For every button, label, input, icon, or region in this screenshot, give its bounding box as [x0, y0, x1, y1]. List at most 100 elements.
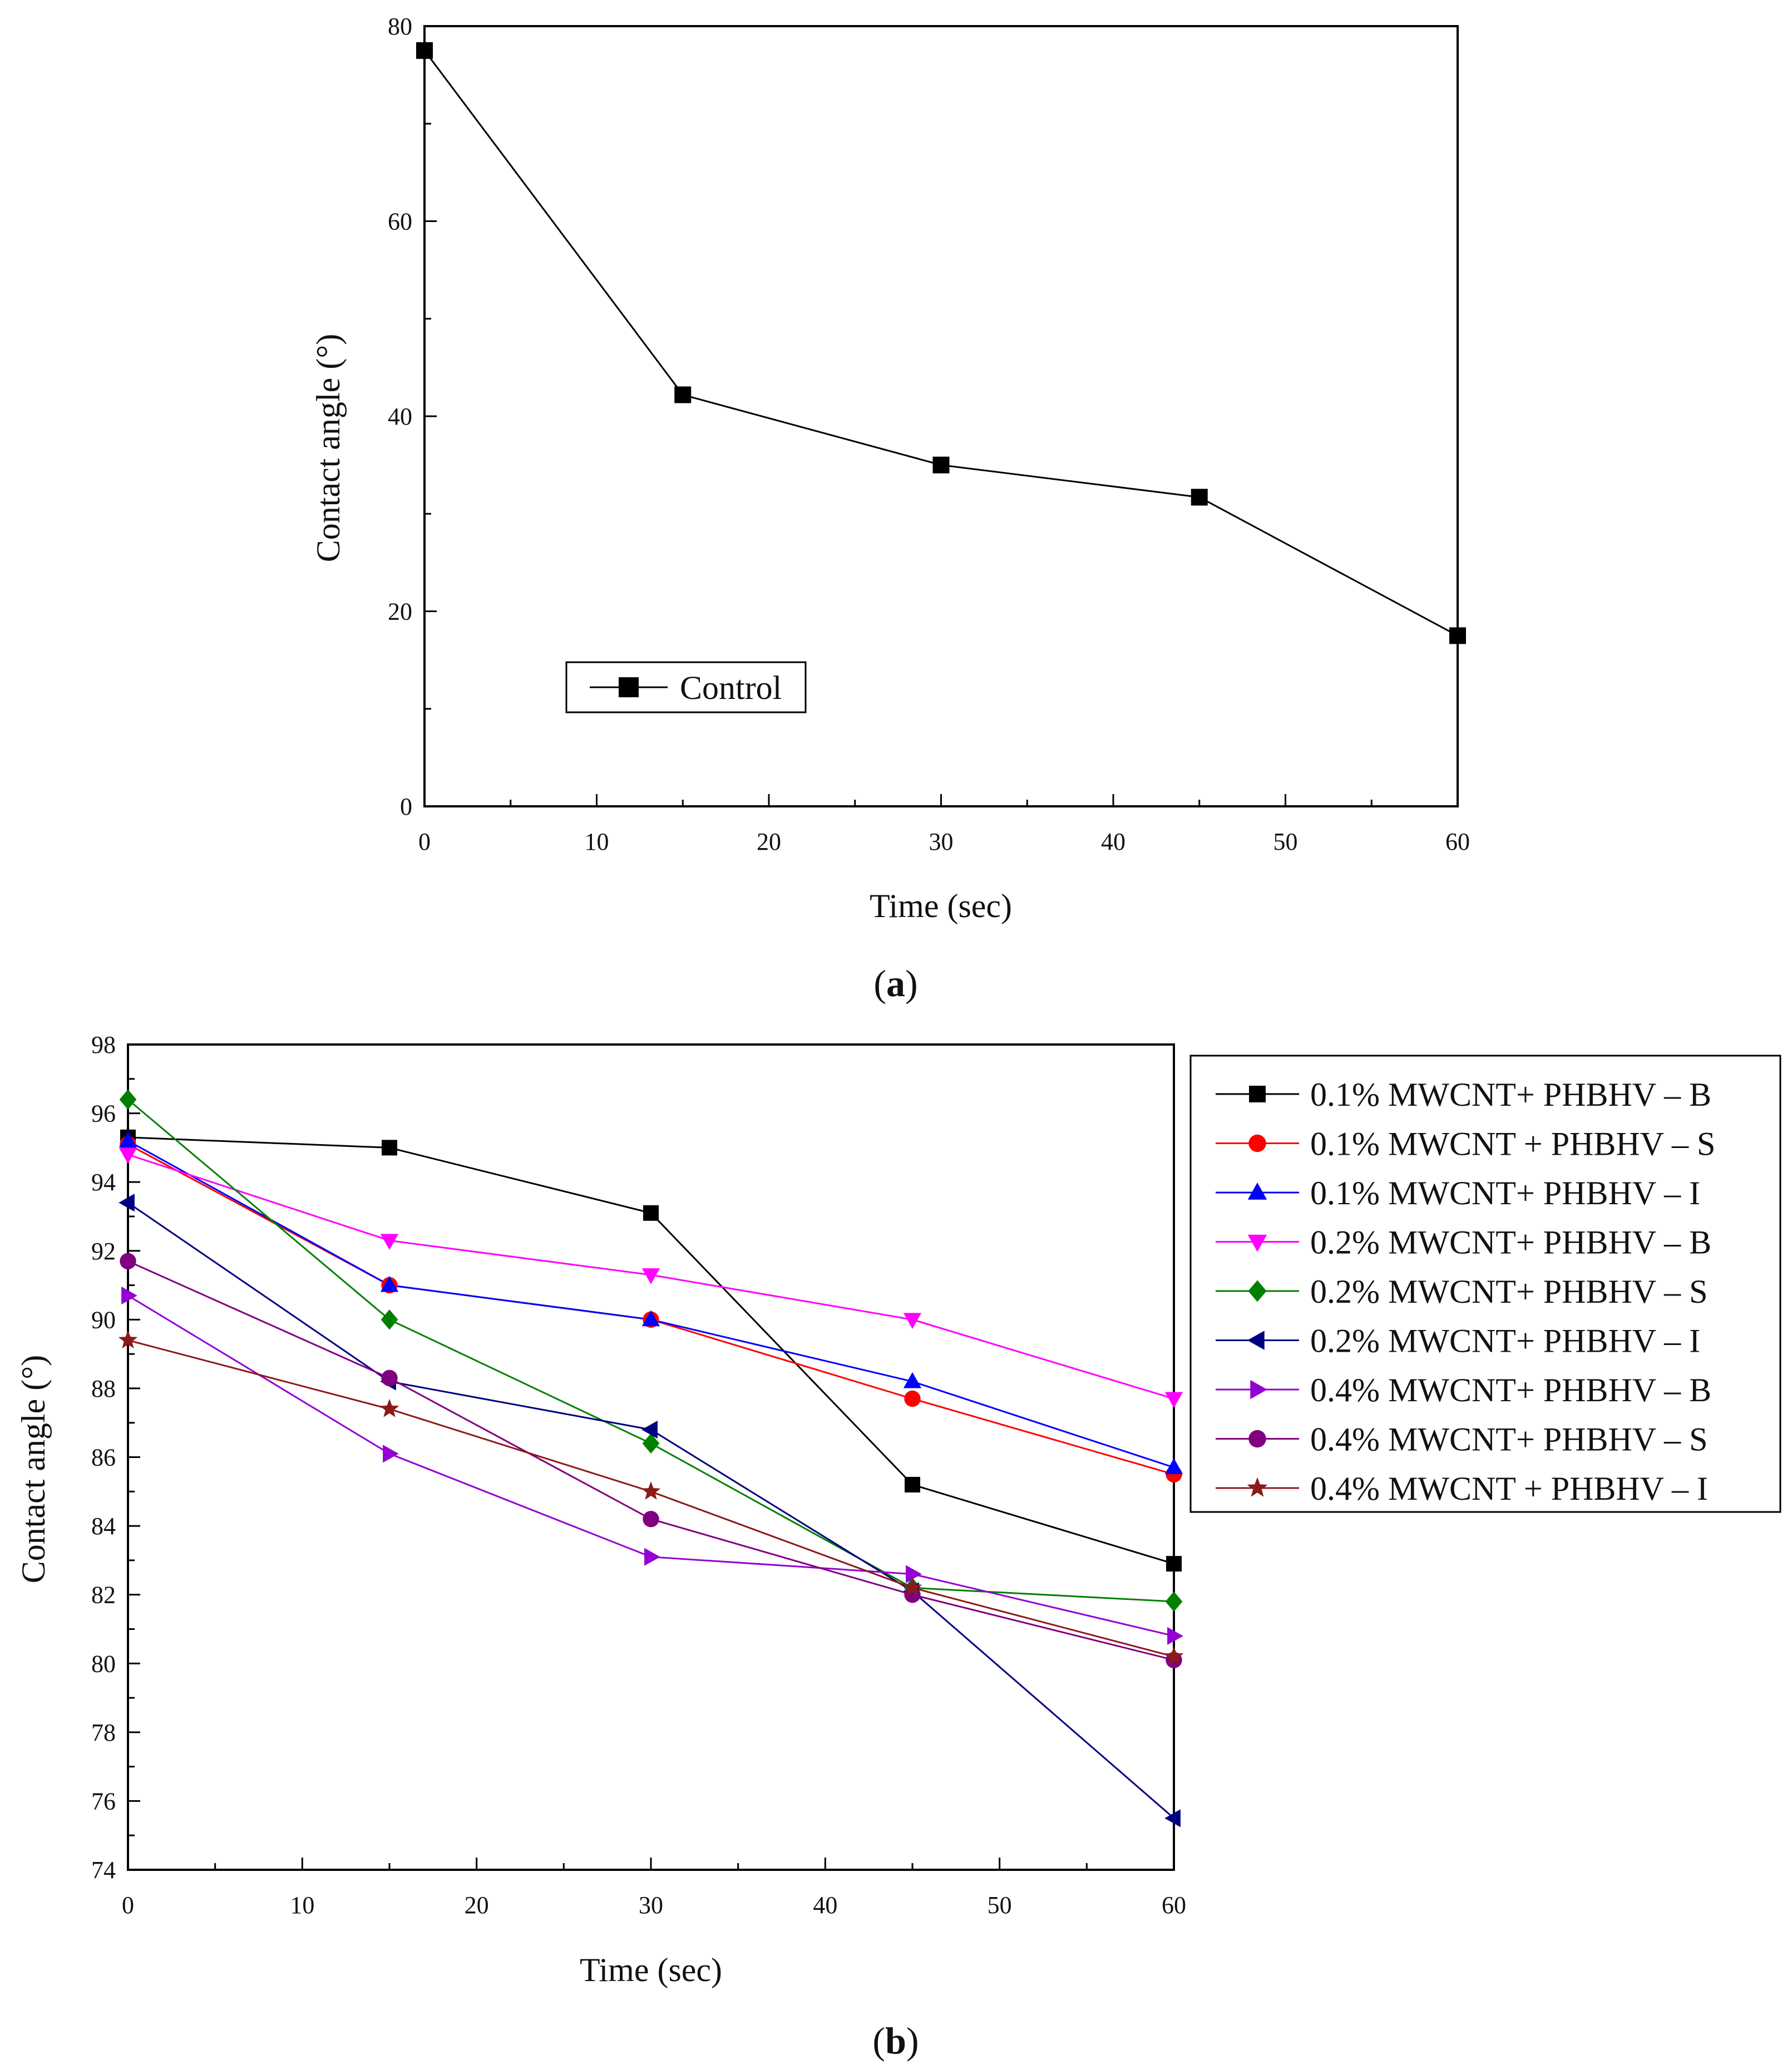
chart-a-legend: Control [565, 661, 807, 713]
legend-marker-5 [1247, 1331, 1265, 1350]
legend-label-2: 0.1% MWCNT+ PHBHV – I [1310, 1175, 1700, 1211]
legend-marker-3 [1247, 1234, 1267, 1252]
chart-b-point-s3-4 [1164, 1392, 1183, 1408]
chart-b-ytick-label: 90 [91, 1306, 116, 1333]
legend-marker-6 [1250, 1380, 1267, 1400]
chart-b: 0 10 20 30 40 50 6074767880828486889092949698 … [15, 1031, 1781, 2062]
chart-b-point-s2-2 [641, 1310, 660, 1327]
chart-a-ylabel: Contact angle (°) [310, 334, 347, 563]
legend-label-6: 0.4% MWCNT+ PHBHV – B [1310, 1372, 1711, 1408]
legend-marker-control [619, 677, 639, 697]
chart-b-ytick-label: 80 [91, 1650, 116, 1677]
chart-b-xtick-label: 20 [465, 1891, 489, 1919]
legend-marker-7 [1248, 1430, 1266, 1448]
chart-b-point-s6-0 [121, 1286, 137, 1305]
chart-b-point-s6-3 [906, 1565, 922, 1583]
chart-b-series-line-8 [127, 1339, 1174, 1658]
legend-label-1: 0.1% MWCNT + PHBHV – S [1310, 1126, 1715, 1162]
chart-b-ytick-label: 92 [91, 1238, 116, 1265]
chart-b-ylabel: Contact angle (°) [15, 1355, 52, 1584]
chart-b-legend: 0.1% MWCNT+ PHBHV – B 0.1% MWCNT + PHBHV … [1216, 1076, 1715, 1507]
chart-a-xtick-label: 20 [757, 828, 781, 855]
chart-b-point-s3-0 [119, 1147, 137, 1164]
chart-b-point-s5-4 [1164, 1809, 1181, 1827]
chart-b-point-s7-0 [120, 1253, 136, 1269]
chart-a-series-line-0 [423, 50, 1458, 637]
chart-a-markers [416, 42, 1466, 644]
chart-a-ytick-label: 80 [388, 13, 412, 40]
chart-b-point-s3-2 [641, 1268, 660, 1284]
chart-b-ytick-label: 94 [91, 1169, 116, 1196]
chart-b-frame [127, 1043, 1175, 1871]
chart-a: 0 10 20 30 40 50 60 0 20 40 60 80 Time (sec) Contac… [310, 13, 1470, 1004]
chart-a-xtick-label: 60 [1445, 828, 1470, 855]
legend-label-8: 0.4% MWCNT + PHBHV – I [1310, 1470, 1708, 1507]
chart-a-ticks: 0 10 20 30 40 50 60 0 20 40 60 80 [388, 13, 1470, 855]
legend-marker-8 [1247, 1477, 1268, 1497]
chart-b-point-s5-0 [119, 1194, 135, 1212]
chart-b-point-s3-1 [380, 1234, 399, 1250]
chart-a-xtick-label: 30 [929, 828, 954, 855]
chart-b-ytick-label: 74 [91, 1856, 116, 1884]
chart-b-xlabel: Time (sec) [580, 1952, 722, 1988]
chart-b-point-s4-1 [381, 1309, 398, 1330]
chart-b-xtick-label: 30 [639, 1891, 663, 1919]
legend-marker-0 [1249, 1086, 1266, 1102]
chart-b-point-s2-1 [380, 1275, 399, 1292]
legend-label-3: 0.2% MWCNT+ PHBHV – B [1310, 1224, 1711, 1261]
chart-b-point-s5-2 [641, 1420, 658, 1439]
chart-b-point-s4-4 [1165, 1591, 1183, 1612]
legend-label-5: 0.2% MWCNT+ PHBHV – I [1310, 1323, 1700, 1359]
chart-b-xtick-label: 40 [813, 1891, 837, 1919]
chart-b-series-line-5 [127, 1201, 1174, 1819]
chart-a-point-s0-3 [1191, 489, 1208, 506]
chart-a-lines [423, 50, 1458, 637]
chart-a-ytick-label: 40 [388, 403, 412, 430]
chart-b-ytick-label: 84 [91, 1513, 116, 1540]
chart-b-point-s3-3 [903, 1313, 922, 1329]
chart-a-xlabel: Time (sec) [870, 888, 1012, 924]
legend-marker-1 [1248, 1134, 1266, 1152]
panel-label-b: (b) [872, 2019, 919, 2062]
legend-marker-4 [1248, 1280, 1267, 1302]
chart-a-xtick-label: 40 [1101, 828, 1125, 855]
chart-b-xtick-label: 0 [122, 1891, 134, 1919]
legend-label-control: Control [680, 669, 782, 706]
chart-b-series-line-2 [127, 1140, 1174, 1469]
chart-b-point-s0-3 [905, 1476, 920, 1492]
panel-label-a-letter: a [886, 962, 905, 1004]
chart-b-point-s2-4 [1164, 1458, 1183, 1474]
chart-b-ytick-label: 78 [91, 1719, 116, 1746]
chart-b-point-s6-4 [1167, 1627, 1183, 1645]
chart-b-point-s6-1 [383, 1445, 399, 1463]
chart-b-point-s8-3 [902, 1578, 922, 1596]
chart-b-ytick-label: 98 [91, 1031, 116, 1058]
panel-label-a: (a) [873, 962, 917, 1004]
chart-a-point-s0-2 [932, 456, 950, 474]
chart-b-ytick-label: 88 [91, 1375, 116, 1402]
chart-b-point-s8-4 [1164, 1646, 1184, 1665]
chart-a-point-s0-0 [416, 42, 433, 59]
chart-b-ticks: 0 10 20 30 40 50 60 74 76 78 80 82 84 86 88 90 92 94 96 98 [91, 1031, 1186, 1919]
chart-b-ytick-label: 96 [91, 1100, 116, 1127]
chart-b-legend-box [1189, 1055, 1781, 1513]
chart-b-point-s1-3 [904, 1390, 921, 1407]
chart-b-xtick-label: 60 [1162, 1891, 1186, 1919]
chart-b-point-s0-2 [643, 1205, 659, 1221]
legend-marker-2 [1247, 1183, 1267, 1200]
chart-b-point-s2-0 [119, 1131, 137, 1147]
chart-a-point-s0-4 [1449, 627, 1466, 644]
chart-b-point-s8-0 [118, 1330, 138, 1349]
chart-a-xtick-label: 10 [585, 828, 609, 855]
chart-b-series-line-6 [127, 1294, 1174, 1637]
chart-b-point-s8-2 [641, 1481, 661, 1500]
chart-b-point-s6-2 [644, 1548, 660, 1566]
chart-a-ytick-label: 0 [400, 793, 412, 820]
chart-b-ytick-label: 76 [91, 1787, 116, 1815]
chart-a-xtick-label: 0 [418, 828, 431, 855]
chart-b-point-s2-3 [903, 1372, 922, 1388]
chart-b-ytick-label: 86 [91, 1444, 116, 1471]
chart-a-ytick-label: 20 [388, 598, 412, 625]
chart-b-point-s8-1 [379, 1398, 399, 1417]
